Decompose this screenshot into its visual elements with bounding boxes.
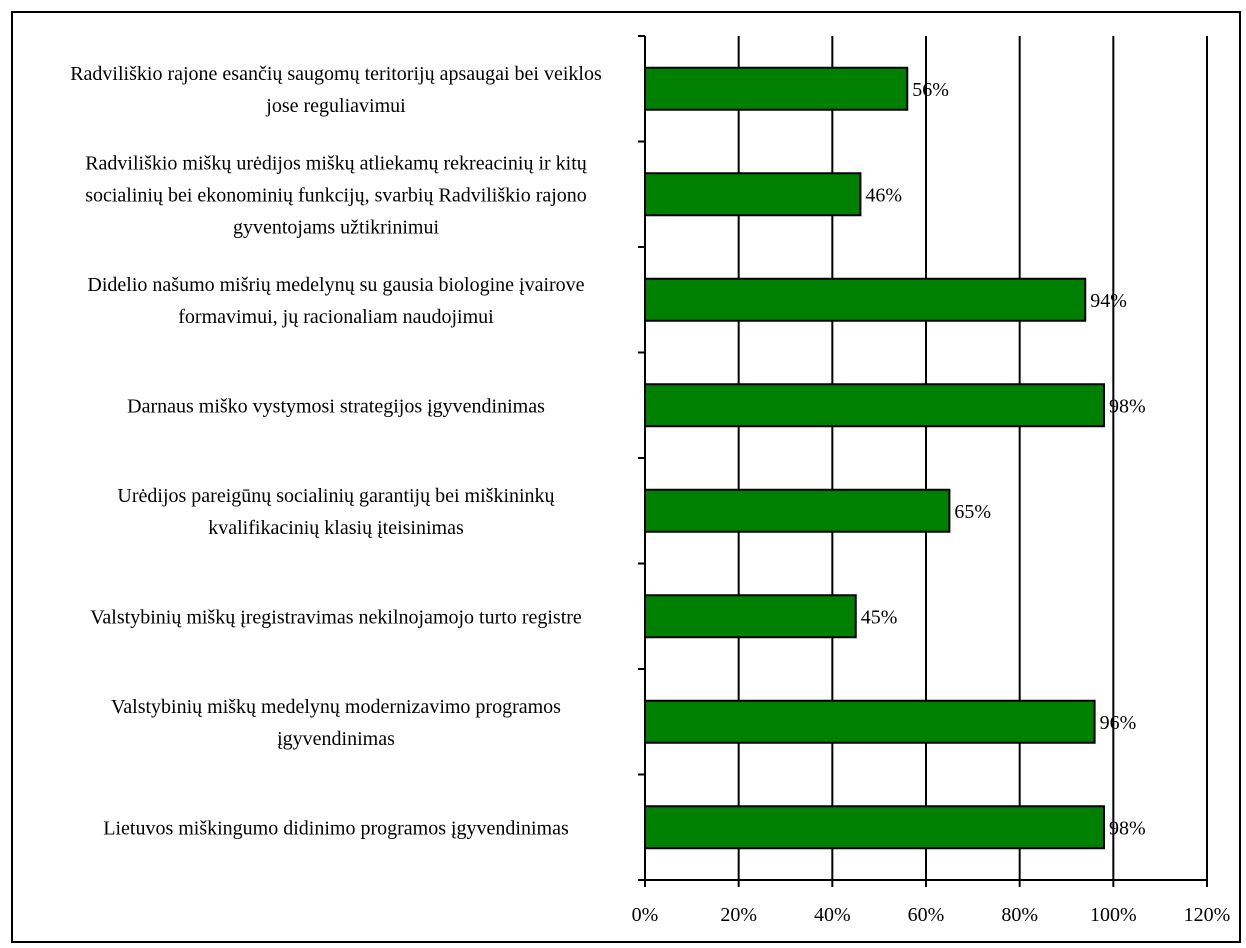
data-label: 98% [1109, 395, 1146, 417]
bar [644, 172, 862, 217]
category-label-line: kvalifikacinių klasių įteisinimas [208, 517, 464, 539]
category-label: Didelio našumo mišrių medelynų su gausia… [87, 274, 584, 328]
x-tick-label: 120% [1184, 904, 1231, 926]
category-label-line: Urėdijos pareigūnų socialinių garantijų … [117, 485, 555, 507]
data-label: 98% [1109, 817, 1146, 839]
category-label-line: Darnaus miško vystymosi strategijos įgyv… [127, 395, 545, 417]
data-label: 56% [912, 79, 949, 101]
bar [644, 383, 1105, 428]
bar [644, 699, 1096, 744]
category-label-line: jose reguliavimui [265, 95, 406, 117]
data-label: 94% [1090, 290, 1127, 312]
category-label-line: gyventojams užtikrinimui [233, 216, 440, 238]
bar [644, 594, 857, 639]
x-tick-label: 100% [1090, 904, 1137, 926]
category-label-line: Didelio našumo mišrių medelynų su gausia… [87, 274, 584, 296]
category-label-line: įgyvendinimas [277, 728, 395, 750]
category-label-line: Valstybinių miškų medelynų modernizavimo… [111, 696, 561, 718]
chart-frame [11, 11, 1241, 943]
category-label-line: Radviliškio miškų urėdijos miškų atlieka… [85, 152, 588, 174]
bar [644, 488, 951, 533]
data-label: 96% [1100, 712, 1137, 734]
category-label: Valstybinių miškų medelynų modernizavimo… [111, 696, 561, 750]
data-label: 46% [865, 184, 902, 206]
category-label: Valstybinių miškų įregistravimas nekilno… [90, 606, 582, 628]
category-label-line: Lietuvos miškingumo didinimo programos į… [103, 817, 569, 839]
x-tick-label: 0% [632, 904, 659, 926]
bar [644, 66, 909, 111]
x-tick-label: 60% [908, 904, 945, 926]
data-label: 45% [861, 606, 898, 628]
category-label-line: Radviliškio rajone esančių saugomų terit… [70, 63, 602, 85]
category-label: Lietuvos miškingumo didinimo programos į… [103, 817, 569, 839]
category-label-line: Valstybinių miškų įregistravimas nekilno… [90, 606, 582, 628]
x-tick-label: 80% [1001, 904, 1038, 926]
category-label-line: formavimui, jų racionaliam naudojimui [178, 306, 494, 328]
bar [644, 277, 1087, 322]
bar [644, 805, 1105, 850]
category-label: Radviliškio miškų urėdijos miškų atlieka… [85, 152, 588, 238]
category-label-line: socialinių bei ekonominių funkcijų, svar… [85, 184, 587, 206]
category-label: Radviliškio rajone esančių saugomų terit… [70, 63, 602, 117]
x-tick-label: 20% [720, 904, 757, 926]
data-label: 65% [954, 501, 991, 523]
category-label: Darnaus miško vystymosi strategijos įgyv… [127, 395, 545, 417]
x-tick-label: 40% [814, 904, 851, 926]
category-label: Urėdijos pareigūnų socialinių garantijų … [117, 485, 555, 539]
